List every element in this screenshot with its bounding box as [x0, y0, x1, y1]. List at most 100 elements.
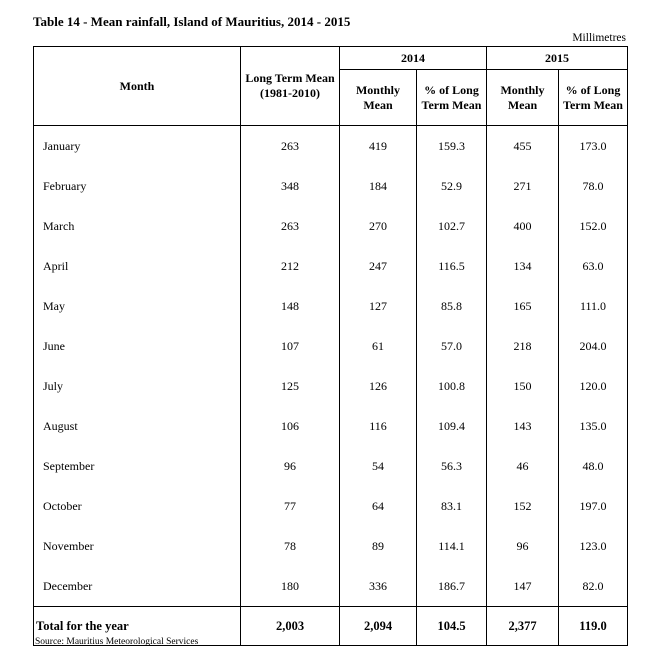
cell-2015-monthly-mean: 455 [486, 125, 559, 166]
table-row: September 96 54 56.3 46 48.0 [33, 446, 628, 486]
cell-2015-pct: 197.0 [558, 486, 628, 526]
cell-long-term-mean: 263 [240, 206, 340, 246]
cell-month: June [33, 326, 241, 366]
header-month: Month [33, 46, 241, 126]
cell-2014-pct: 159.3 [416, 125, 487, 166]
header-2014: 2014 [339, 46, 487, 70]
cell-month: May [33, 286, 241, 326]
cell-2015-pct: 120.0 [558, 366, 628, 406]
cell-2015-pct: 204.0 [558, 326, 628, 366]
cell-2014-monthly-mean: 54 [339, 446, 417, 486]
cell-2015-monthly-mean: 152 [486, 486, 559, 526]
cell-2014-pct: 186.7 [416, 566, 487, 607]
cell-2015-monthly-mean: 143 [486, 406, 559, 446]
cell-2015-pct: 123.0 [558, 526, 628, 566]
unit-label: Millimetres [572, 32, 626, 44]
table-row: April 212 247 116.5 134 63.0 [33, 246, 628, 286]
cell-2015-pct: 152.0 [558, 206, 628, 246]
cell-2015-monthly-mean: 147 [486, 566, 559, 607]
cell-2015-pct: 63.0 [558, 246, 628, 286]
table-row: October 77 64 83.1 152 197.0 [33, 486, 628, 526]
cell-month: December [33, 566, 241, 607]
total-2015-monthly-mean: 2,377 [486, 606, 559, 646]
table-row: August 106 116 109.4 143 135.0 [33, 406, 628, 446]
source-note: Source: Mauritius Meteorological Service… [35, 637, 199, 647]
table-row: July 125 126 100.8 150 120.0 [33, 366, 628, 406]
cell-long-term-mean: 212 [240, 246, 340, 286]
table-title: Table 14 - Mean rainfall, Island of Maur… [33, 14, 351, 29]
cell-2015-pct: 111.0 [558, 286, 628, 326]
cell-long-term-mean: 96 [240, 446, 340, 486]
header-2014-pct: % of Long Term Mean [416, 69, 487, 126]
cell-2014-pct: 109.4 [416, 406, 487, 446]
cell-2014-pct: 83.1 [416, 486, 487, 526]
cell-2014-pct: 116.5 [416, 246, 487, 286]
cell-long-term-mean: 180 [240, 566, 340, 607]
cell-long-term-mean: 107 [240, 326, 340, 366]
cell-2015-pct: 135.0 [558, 406, 628, 446]
cell-2015-monthly-mean: 271 [486, 166, 559, 206]
cell-2015-pct: 48.0 [558, 446, 628, 486]
header-2015-pct: % of Long Term Mean [558, 69, 628, 126]
cell-2015-monthly-mean: 96 [486, 526, 559, 566]
cell-long-term-mean: 78 [240, 526, 340, 566]
cell-month: September [33, 446, 241, 486]
table-row: May 148 127 85.8 165 111.0 [33, 286, 628, 326]
cell-2014-monthly-mean: 61 [339, 326, 417, 366]
cell-month: October [33, 486, 241, 526]
total-2014-pct: 104.5 [416, 606, 487, 646]
cell-long-term-mean: 148 [240, 286, 340, 326]
cell-2014-pct: 52.9 [416, 166, 487, 206]
header-2014-monthly-mean: Monthly Mean [339, 69, 417, 126]
total-2015-pct: 119.0 [558, 606, 628, 646]
header-2015: 2015 [486, 46, 628, 70]
cell-2015-pct: 82.0 [558, 566, 628, 607]
cell-2015-pct: 78.0 [558, 166, 628, 206]
cell-2014-monthly-mean: 89 [339, 526, 417, 566]
cell-2015-monthly-mean: 46 [486, 446, 559, 486]
table-row: March 263 270 102.7 400 152.0 [33, 206, 628, 246]
cell-2014-pct: 114.1 [416, 526, 487, 566]
cell-month: November [33, 526, 241, 566]
cell-2015-monthly-mean: 218 [486, 326, 559, 366]
cell-2014-monthly-mean: 184 [339, 166, 417, 206]
cell-2014-monthly-mean: 127 [339, 286, 417, 326]
cell-long-term-mean: 77 [240, 486, 340, 526]
cell-long-term-mean: 106 [240, 406, 340, 446]
cell-long-term-mean: 348 [240, 166, 340, 206]
header-2015-monthly-mean: Monthly Mean [486, 69, 559, 126]
cell-2015-pct: 173.0 [558, 125, 628, 166]
cell-2014-monthly-mean: 247 [339, 246, 417, 286]
table-row: November 78 89 114.1 96 123.0 [33, 526, 628, 566]
cell-month: August [33, 406, 241, 446]
total-2014-monthly-mean: 2,094 [339, 606, 417, 646]
cell-2014-monthly-mean: 126 [339, 366, 417, 406]
cell-2015-monthly-mean: 400 [486, 206, 559, 246]
cell-2015-monthly-mean: 150 [486, 366, 559, 406]
cell-long-term-mean: 263 [240, 125, 340, 166]
cell-month: February [33, 166, 241, 206]
cell-2014-monthly-mean: 270 [339, 206, 417, 246]
cell-2015-monthly-mean: 134 [486, 246, 559, 286]
cell-month: July [33, 366, 241, 406]
cell-2014-pct: 56.3 [416, 446, 487, 486]
cell-month: March [33, 206, 241, 246]
cell-2014-pct: 100.8 [416, 366, 487, 406]
total-month: Total for the year [33, 606, 241, 646]
cell-2014-monthly-mean: 336 [339, 566, 417, 607]
total-row: Total for the year 2,003 2,094 104.5 2,377 11… [33, 606, 628, 646]
cell-2014-pct: 57.0 [416, 326, 487, 366]
cell-2014-pct: 85.8 [416, 286, 487, 326]
cell-2014-monthly-mean: 419 [339, 125, 417, 166]
table-row: December 180 336 186.7 147 82.0 [33, 566, 628, 607]
cell-2014-pct: 102.7 [416, 206, 487, 246]
table-row: January 263 419 159.3 455 173.0 [33, 125, 628, 166]
table-row: June 107 61 57.0 218 204.0 [33, 326, 628, 366]
cell-2014-monthly-mean: 64 [339, 486, 417, 526]
cell-long-term-mean: 125 [240, 366, 340, 406]
cell-month: January [33, 125, 241, 166]
table-row: February 348 184 52.9 271 78.0 [33, 166, 628, 206]
rainfall-table: Month Long Term Mean (1981-2010) 2014 20… [33, 46, 628, 646]
cell-2015-monthly-mean: 165 [486, 286, 559, 326]
cell-month: April [33, 246, 241, 286]
